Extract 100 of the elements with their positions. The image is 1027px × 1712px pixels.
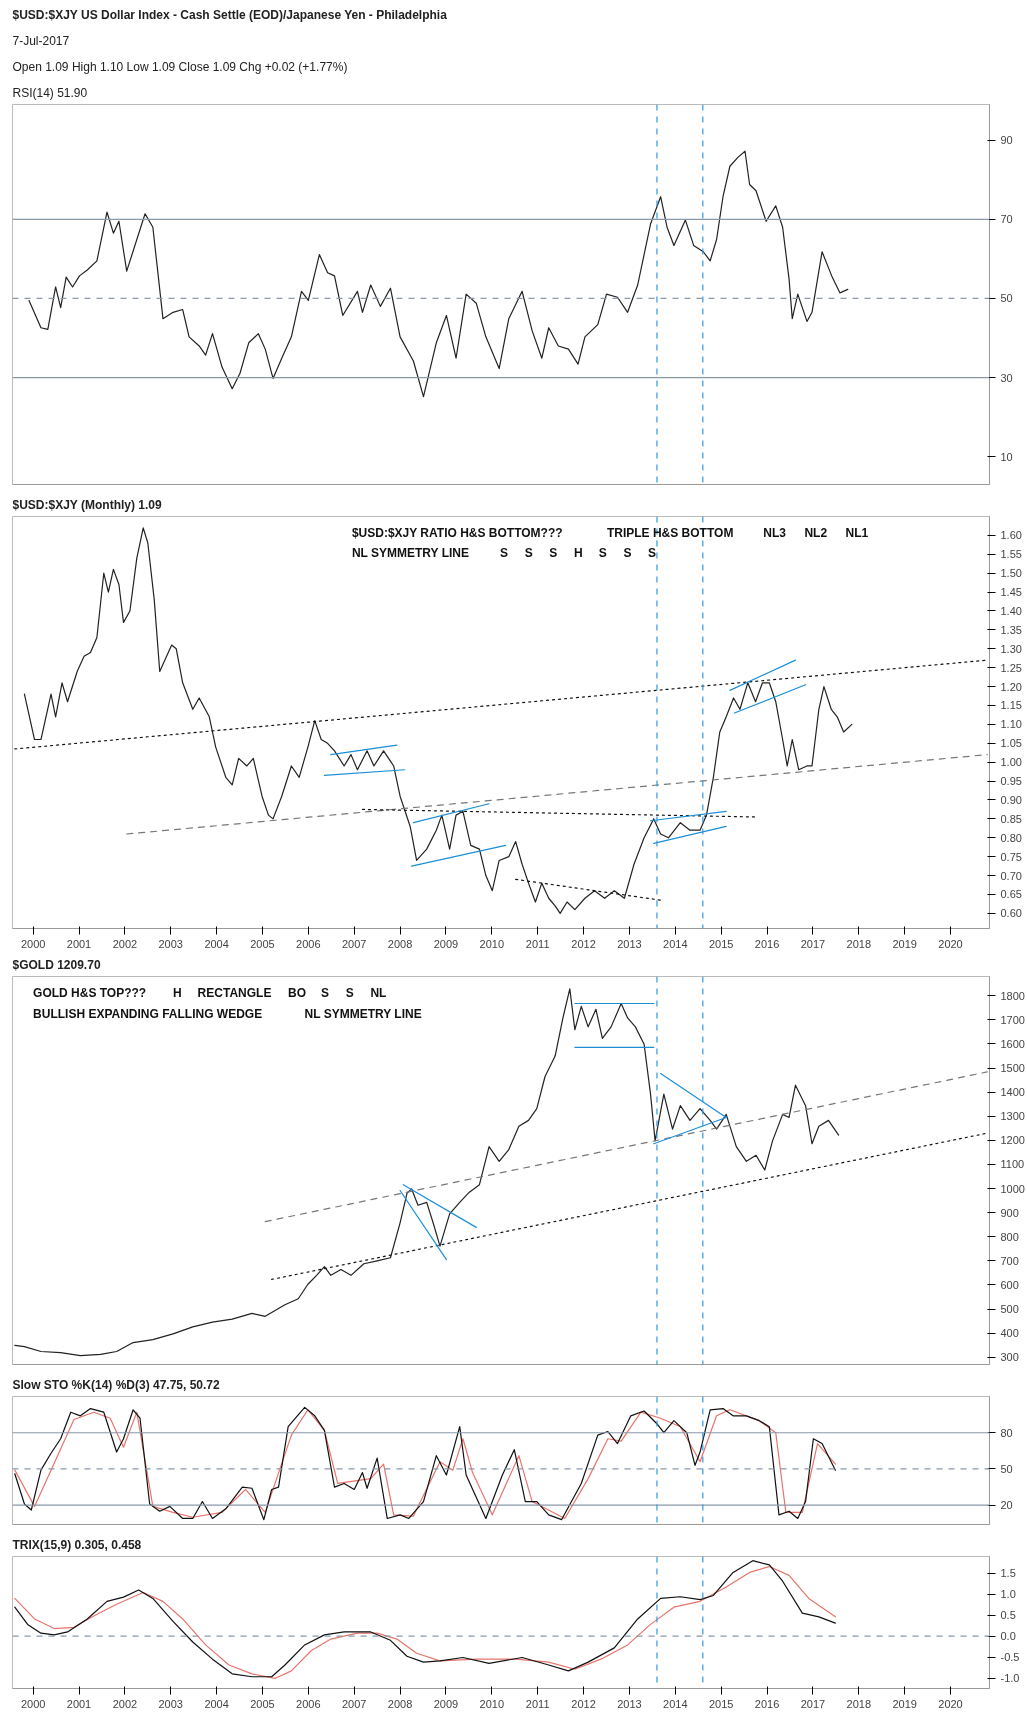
y-tick-label: 1.40 [1000, 605, 1022, 617]
annotation: NL SYMMETRY LINE [351, 545, 469, 560]
y-tick-label: -1.0 [1000, 1672, 1020, 1685]
chart-title: $USD:$XJY US Dollar Index - Cash Settle (EOD)/Japanese Yen - Philadelphia [12, 7, 448, 22]
text: RSI(14) 51.90 [12, 85, 88, 100]
y-tick-label: 1600 [1000, 1037, 1025, 1050]
annotation: S [345, 986, 354, 1001]
x-tick-label: 2000 [20, 937, 46, 950]
x-tick-label: 2003 [158, 937, 183, 950]
chart-subtitle: 7-Jul-2017 [12, 33, 70, 48]
y-tick-label: 1.0 [1000, 1588, 1016, 1601]
chart-title: TRIX(15,9) 0.305, 0.458 [12, 1537, 142, 1552]
x-tick-label: 2015 [708, 937, 734, 950]
x-tick-label: 2010 [479, 1697, 505, 1710]
x-tick-label: 2006 [296, 1697, 321, 1710]
annotation: S [499, 545, 508, 560]
annotation: NL2 [804, 525, 828, 540]
annotation: S [524, 545, 533, 560]
y-tick-label: 1.45 [1000, 586, 1022, 599]
y-tick-label: 1.05 [1000, 737, 1022, 750]
y-tick-label: 1000 [1000, 1182, 1025, 1195]
y-tick-label: 0.85 [1000, 812, 1022, 825]
x-tick-label: 2019 [892, 937, 917, 950]
x-tick-label: 2013 [617, 937, 642, 950]
x-tick-label: 2011 [525, 1697, 550, 1710]
x-tick-label: 2010 [479, 937, 505, 950]
y-tick-label: 1.20 [1000, 680, 1022, 693]
y-tick-label: 1700 [1000, 1013, 1025, 1026]
y-tick-label: 400 [1000, 1327, 1019, 1340]
x-tick-label: 2020 [938, 937, 963, 950]
x-tick-label: 2002 [112, 937, 138, 950]
y-tick-label: 0.0 [1000, 1630, 1016, 1643]
y-tick-label: 1.00 [1000, 756, 1022, 769]
annotation: NL SYMMETRY LINE [304, 1007, 422, 1022]
x-tick-label: 2017 [800, 937, 826, 950]
y-tick-label: 50 [1000, 292, 1013, 305]
x-tick-label: 2009 [433, 1697, 459, 1710]
x-tick-label: 2016 [754, 1697, 780, 1710]
x-tick-label: 2004 [204, 937, 229, 950]
y-tick-label: 0.70 [1000, 869, 1022, 882]
chart-title: $GOLD 1209.70 [12, 957, 101, 972]
x-tick-label: 2004 [204, 1697, 229, 1710]
y-tick-label: 1.50 [1000, 567, 1022, 580]
x-tick-label: 2019 [892, 1697, 917, 1710]
annotation: NL1 [845, 525, 869, 540]
y-tick-label: 10 [1000, 450, 1013, 463]
x-tick-label: 2002 [112, 1697, 138, 1710]
x-tick-label: 2001 [66, 937, 92, 950]
y-tick-label: 800 [1000, 1230, 1019, 1243]
y-tick-label: 1500 [1000, 1062, 1025, 1075]
y-tick-label: 20 [1000, 1499, 1013, 1512]
annotation: S [321, 986, 330, 1001]
y-tick-label: 0.60 [1000, 907, 1022, 920]
x-tick-label: 2008 [387, 1697, 413, 1710]
x-tick-label: 2015 [708, 1697, 734, 1710]
x-tick-label: 2017 [800, 1697, 826, 1710]
y-tick-label: 1.30 [1000, 642, 1022, 655]
x-tick-label: 2013 [617, 1697, 642, 1710]
y-tick-label: 1300 [1000, 1110, 1025, 1123]
y-tick-label: 1.25 [1000, 661, 1022, 674]
y-tick-label: 1.60 [1000, 529, 1022, 542]
annotation: S [648, 545, 657, 560]
annotation: BO [288, 986, 307, 1001]
y-tick-label: 900 [1000, 1206, 1019, 1219]
y-tick-label: 0.5 [1000, 1609, 1016, 1622]
annotation: S [549, 545, 558, 560]
x-tick-label: 2007 [341, 937, 367, 950]
annotation: NL3 [763, 525, 787, 540]
x-tick-label: 2014 [663, 1697, 688, 1710]
x-tick-label: 2005 [250, 1697, 275, 1710]
annotation: GOLD H&S TOP??? [33, 986, 147, 1001]
x-tick-label: 2011 [525, 937, 550, 950]
y-tick-label: 0.65 [1000, 888, 1022, 901]
y-tick-label: 90 [1000, 134, 1013, 147]
y-tick-label: 1200 [1000, 1134, 1025, 1147]
x-tick-label: 2018 [846, 937, 872, 950]
y-tick-label: 0.95 [1000, 775, 1022, 788]
annotation: TRIPLE H&S BOTTOM [606, 525, 734, 540]
x-tick-label: 2007 [341, 1697, 367, 1710]
x-tick-label: 2001 [66, 1697, 92, 1710]
text: Open 1.09 High 1.10 Low 1.09 Close 1.09 Chg +0.02 (+1.77%) [12, 59, 348, 74]
x-tick-label: 2020 [938, 1697, 963, 1710]
y-tick-label: 1800 [1000, 989, 1025, 1002]
y-tick-label: 600 [1000, 1278, 1019, 1291]
y-tick-label: 500 [1000, 1303, 1019, 1316]
y-tick-label: 1.35 [1000, 623, 1022, 636]
y-tick-label: 1.15 [1000, 699, 1022, 712]
annotation: NL [370, 986, 387, 1001]
x-tick-label: 2008 [387, 937, 413, 950]
y-tick-label: 70 [1000, 213, 1013, 226]
y-tick-label: 30 [1000, 371, 1013, 384]
y-tick-label: 1.10 [1000, 718, 1022, 731]
y-tick-label: 700 [1000, 1254, 1019, 1267]
annotation: H [172, 986, 182, 1001]
chart-title: $USD:$XJY (Monthly) 1.09 [12, 497, 162, 512]
x-tick-label: 2005 [250, 937, 275, 950]
x-tick-label: 2012 [571, 1697, 596, 1710]
x-tick-label: 2014 [663, 937, 688, 950]
y-tick-label: 0.80 [1000, 831, 1022, 844]
y-tick-label: 80 [1000, 1426, 1013, 1439]
